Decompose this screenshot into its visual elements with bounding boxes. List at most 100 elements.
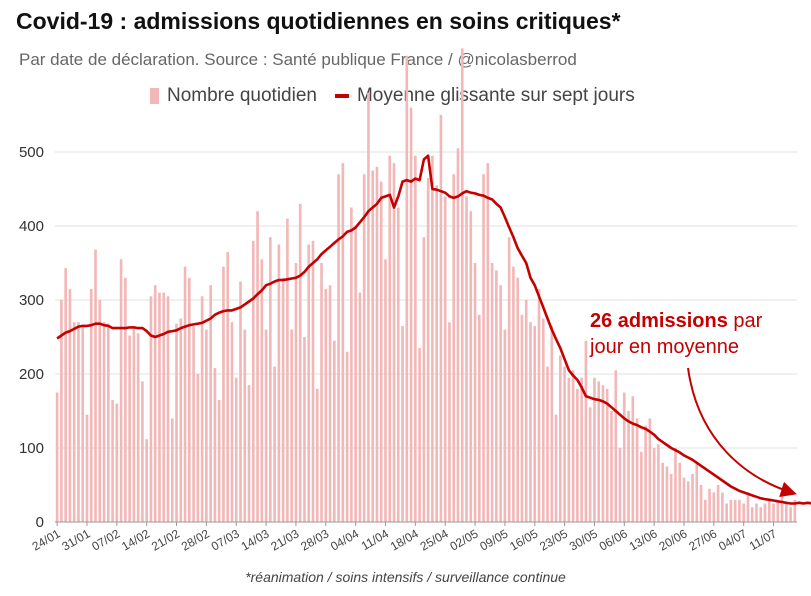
bar <box>622 392 626 522</box>
bar <box>789 507 792 522</box>
bar <box>106 323 110 522</box>
bar <box>64 268 67 522</box>
bar <box>192 325 195 522</box>
bar <box>473 263 477 522</box>
bar <box>119 259 123 522</box>
x-tick-label: 25/04 <box>418 526 451 553</box>
x-tick-label: 23/05 <box>537 526 570 553</box>
bar <box>277 244 281 522</box>
x-tick-label: 14/03 <box>239 526 272 553</box>
bar <box>298 203 302 523</box>
bar <box>576 388 579 522</box>
bar <box>234 377 238 522</box>
bar <box>725 503 728 522</box>
bar <box>759 507 763 522</box>
bar <box>426 177 430 522</box>
bar <box>695 462 699 522</box>
bar <box>405 55 409 523</box>
bar <box>153 285 157 522</box>
bar <box>392 163 396 522</box>
bar <box>537 288 541 522</box>
y-tick-label: 500 <box>19 144 44 161</box>
bar <box>699 485 703 522</box>
bar <box>98 300 102 522</box>
bar <box>465 196 468 522</box>
bar <box>507 237 511 522</box>
footnote: *réanimation / soins intensifs / surveil… <box>245 569 566 585</box>
chart-subtitle: Par date de déclaration. Source : Santé … <box>19 50 577 69</box>
bar <box>648 418 652 522</box>
bar <box>362 174 366 522</box>
bar <box>520 314 524 522</box>
bar <box>746 492 750 522</box>
bar <box>490 263 494 522</box>
bar <box>682 477 686 522</box>
bar <box>776 499 780 522</box>
bar <box>780 496 784 522</box>
legend-item-bars: Nombre quotidien <box>150 85 317 107</box>
bar <box>170 418 174 522</box>
bar <box>640 451 643 522</box>
bar <box>605 388 609 522</box>
bar-series <box>55 48 797 523</box>
bar <box>337 174 340 522</box>
bar <box>200 296 204 522</box>
bar <box>409 107 413 522</box>
bar <box>652 448 656 522</box>
bar <box>94 249 97 522</box>
bar <box>597 381 601 522</box>
bar <box>145 439 149 522</box>
bar <box>371 170 375 522</box>
bar <box>166 296 170 522</box>
bar <box>213 368 217 522</box>
bar <box>755 503 758 522</box>
chart-title: Covid-19 : admissions quotidiennes en so… <box>16 8 621 34</box>
legend-item-line: Moyenne glissante sur sept jours <box>317 85 635 107</box>
bar <box>512 266 515 522</box>
bar <box>72 322 76 522</box>
y-tick-label: 0 <box>36 514 44 531</box>
bar <box>703 499 707 522</box>
x-tick-label: 07/03 <box>209 526 242 553</box>
x-tick-label: 11/07 <box>747 526 780 553</box>
bar <box>264 329 268 522</box>
bar <box>729 499 733 522</box>
x-tick-label: 02/05 <box>448 526 481 553</box>
bar <box>247 385 251 522</box>
bar <box>618 448 622 522</box>
bar <box>601 385 605 522</box>
x-tick-label: 06/06 <box>597 526 630 553</box>
bar <box>273 366 276 522</box>
bar <box>149 296 153 522</box>
x-tick-label: 21/02 <box>149 526 182 553</box>
bar <box>222 266 225 522</box>
bar <box>81 325 85 522</box>
y-tick-label: 100 <box>19 440 44 457</box>
bar <box>269 237 272 522</box>
bar <box>678 462 682 522</box>
bar <box>431 155 434 522</box>
chart-legend: Nombre quotidien Moyenne glissante sur s… <box>150 85 635 107</box>
bar <box>239 281 242 522</box>
bar <box>635 418 639 522</box>
x-tick-label: 16/05 <box>507 526 540 553</box>
annotation-rest: par <box>727 310 763 332</box>
bar <box>469 211 473 522</box>
x-tick-label: 30/05 <box>567 526 600 553</box>
bar <box>712 492 716 522</box>
bar <box>571 370 575 522</box>
bar <box>68 288 72 522</box>
bar <box>60 300 63 522</box>
bar <box>354 226 357 522</box>
legend-line-label: Moyenne glissante sur sept jours <box>356 85 635 106</box>
bar <box>179 318 183 522</box>
y-tick-label: 400 <box>19 218 44 235</box>
bar <box>158 292 161 522</box>
y-axis: 0 100 200 300 400 500 <box>19 144 44 531</box>
bar <box>533 325 537 522</box>
bar <box>767 499 771 522</box>
bar <box>443 196 447 522</box>
bar <box>499 285 502 522</box>
bar <box>320 263 323 522</box>
